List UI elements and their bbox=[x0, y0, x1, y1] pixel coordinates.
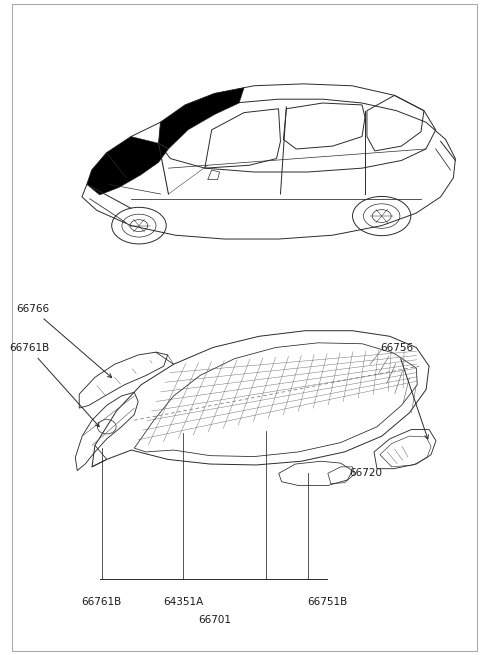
Text: 66766: 66766 bbox=[16, 304, 112, 377]
Text: 66720: 66720 bbox=[349, 468, 382, 478]
Text: 66761B: 66761B bbox=[9, 343, 99, 426]
Polygon shape bbox=[158, 88, 244, 149]
Polygon shape bbox=[87, 136, 168, 195]
Text: 66751B: 66751B bbox=[307, 597, 347, 607]
Text: 66701: 66701 bbox=[198, 615, 231, 625]
Text: 64351A: 64351A bbox=[163, 597, 204, 607]
Text: 66756: 66756 bbox=[381, 343, 429, 439]
Text: 66761B: 66761B bbox=[82, 597, 122, 607]
